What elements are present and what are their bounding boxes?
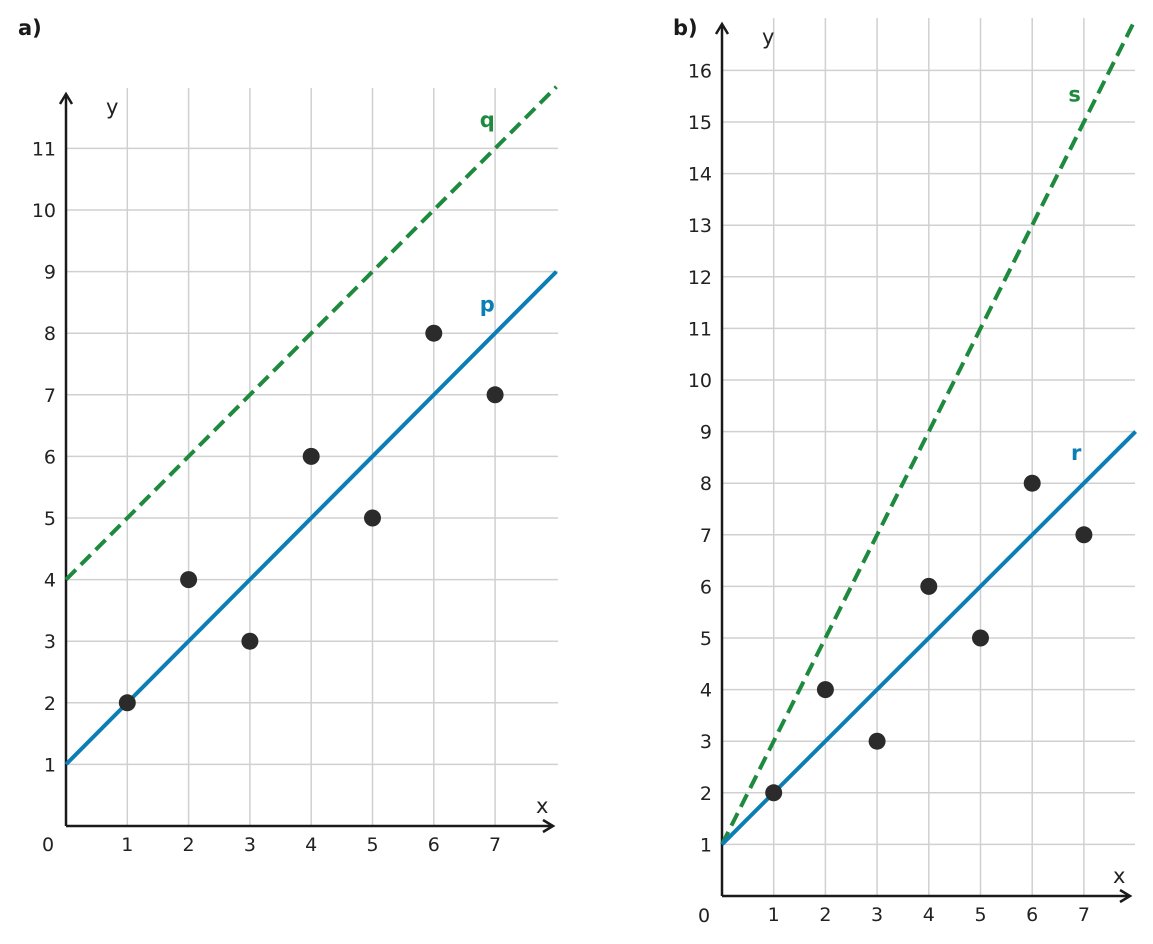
panel-b-x-tick-label-6: 6 <box>1026 904 1038 926</box>
panel-a-x-tick-label-6: 6 <box>428 834 440 856</box>
panel-b-y-tick-label-6: 6 <box>700 576 712 598</box>
panel-a-y-tick-label-8: 8 <box>44 323 56 345</box>
panel-a-point-4 <box>302 447 320 465</box>
panel-b-x-tick-label-2: 2 <box>819 904 831 926</box>
panel-b-y-tick-label-11: 11 <box>688 318 712 340</box>
panel-b-x-axis-arrow <box>1119 888 1133 904</box>
panel-b-point-6 <box>1023 474 1041 492</box>
panel-a-x-tick-label-4: 4 <box>305 834 317 856</box>
panel-b-y-axis-label: y <box>762 25 774 49</box>
panel-b-y-tick-label-14: 14 <box>688 164 712 186</box>
panel-a-point-7 <box>486 386 504 404</box>
panel-b-line-label-r: r <box>1071 441 1082 465</box>
panel-b-x-axis-label: x <box>1113 864 1125 888</box>
panel-a-label: a) <box>18 16 42 40</box>
panel-b-line-s <box>720 17 1138 846</box>
panel-b-y-tick-label-12: 12 <box>688 267 712 289</box>
panel-b-y-tick-label-1: 1 <box>700 834 712 856</box>
panel-b-y-tick-label-10: 10 <box>688 370 712 392</box>
panel-a-point-5 <box>364 509 381 527</box>
panel-a-y-tick-label-4: 4 <box>44 570 56 592</box>
panel-a-x-tick-label-3: 3 <box>244 834 256 856</box>
panel-b-y-tick-label-3: 3 <box>700 731 712 753</box>
panel-a-line-p <box>64 270 558 766</box>
panel-a-point-3 <box>241 632 259 650</box>
panel-a-y-tick-label-11: 11 <box>32 138 56 160</box>
panel-a-y-tick-label-2: 2 <box>44 693 56 715</box>
panel-a-x-tick-label-7: 7 <box>489 834 501 856</box>
panel-a-x-tick-label-1: 1 <box>121 834 133 856</box>
panel-a-y-axis-arrow <box>58 91 74 105</box>
panel-b-x-tick-label-1: 1 <box>768 904 780 926</box>
panel-b-y-tick-label-4: 4 <box>700 680 712 702</box>
panel-a-x-tick-label-5: 5 <box>366 834 378 856</box>
panel-b-y-axis-arrow <box>714 21 730 35</box>
panel-b-x-tick-label-7: 7 <box>1078 904 1090 926</box>
panel-a-y-tick-label-9: 9 <box>44 262 56 284</box>
panel-b-point-3 <box>868 732 886 750</box>
panel-a-x-axis-label: x <box>536 794 548 818</box>
panel-a-line-label-p: p <box>480 293 495 317</box>
panel-b-line-label-s: s <box>1068 82 1081 106</box>
panel-a-x-axis-arrow <box>542 818 556 834</box>
panel-a-y-tick-label-5: 5 <box>44 508 56 530</box>
panel-b-y-tick-label-15: 15 <box>688 112 712 134</box>
panel-b-point-2 <box>816 681 834 699</box>
panel-a-point-6 <box>425 324 443 342</box>
panel-b-point-1 <box>765 784 783 802</box>
panel-b-y-tick-label-8: 8 <box>700 473 712 495</box>
panel-a-y-tick-label-6: 6 <box>44 446 56 468</box>
panel-b-point-7 <box>1075 526 1093 544</box>
panel-a-y-tick-label-7: 7 <box>44 385 56 407</box>
panel-b-x-tick-label-5: 5 <box>974 904 986 926</box>
panel-b-point-4 <box>920 577 938 595</box>
panel-a-y-tick-label-3: 3 <box>44 631 56 653</box>
panel-b-y-tick-label-2: 2 <box>700 783 712 805</box>
panel-b-origin-label: 0 <box>698 905 710 927</box>
panel-a-line-label-q: q <box>480 108 495 132</box>
panel-b-x-tick-label-3: 3 <box>871 904 883 926</box>
panel-a-line-q <box>64 85 558 582</box>
panel-b-line-r <box>720 430 1138 846</box>
panel-a-origin-label: 0 <box>42 834 54 856</box>
panel-b-y-tick-label-9: 9 <box>700 422 712 444</box>
panel-b-y-tick-label-13: 13 <box>688 215 712 237</box>
panel-a-y-tick-label-1: 1 <box>44 754 56 776</box>
panel-b-x-tick-label-4: 4 <box>923 904 935 926</box>
panel-b-y-tick-label-5: 5 <box>700 628 712 650</box>
panel-a-y-axis-label: y <box>106 95 118 119</box>
panel-a-y-tick-label-10: 10 <box>32 200 56 222</box>
panel-b-y-tick-label-16: 16 <box>688 60 712 82</box>
panel-b-point-5 <box>972 629 989 647</box>
panel-b-label: b) <box>673 16 698 40</box>
panel-a-point-1 <box>118 694 136 712</box>
panel-b-y-tick-label-7: 7 <box>700 525 712 547</box>
panel-a: 1 2 3 4 5 6 7 1 2 3 4 5 6 7 8 9 10 11 0 y x a) q p <box>18 16 558 856</box>
panel-a-x-tick-label-2: 2 <box>183 834 195 856</box>
panel-a-point-2 <box>180 571 198 589</box>
